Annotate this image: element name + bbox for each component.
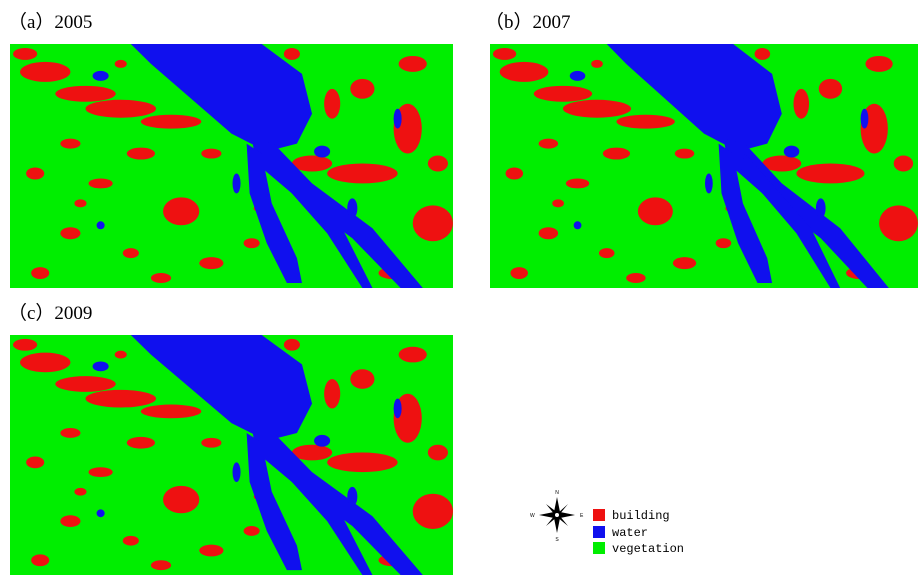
compass-west: W	[530, 513, 535, 519]
legend-swatch	[593, 526, 605, 538]
legend: N S E W building water vegetation	[530, 490, 684, 556]
panel-a: （a）2005	[8, 11, 453, 288]
panel-label: （b）2007	[485, 11, 571, 33]
panel-b: （b）2007	[485, 11, 918, 288]
classification-map	[490, 44, 918, 288]
legend-swatch	[593, 509, 605, 521]
compass-south: S	[555, 537, 559, 543]
compass-north: N	[555, 490, 559, 496]
classification-map	[10, 44, 453, 288]
panel-label: （a）2005	[8, 11, 92, 33]
figure: （a）2005 （b）2007 （c）2009 N S E W building…	[0, 0, 919, 575]
classification-map	[10, 335, 453, 575]
compass-rose: N S E W	[530, 490, 584, 543]
legend-swatch	[593, 542, 605, 554]
panel-c: （c）2009	[8, 302, 453, 575]
legend-label: vegetation	[612, 542, 684, 556]
legend-label: building	[612, 509, 670, 523]
legend-label: water	[612, 526, 648, 540]
compass-east: E	[580, 513, 584, 519]
panel-label: （c）2009	[8, 302, 92, 324]
